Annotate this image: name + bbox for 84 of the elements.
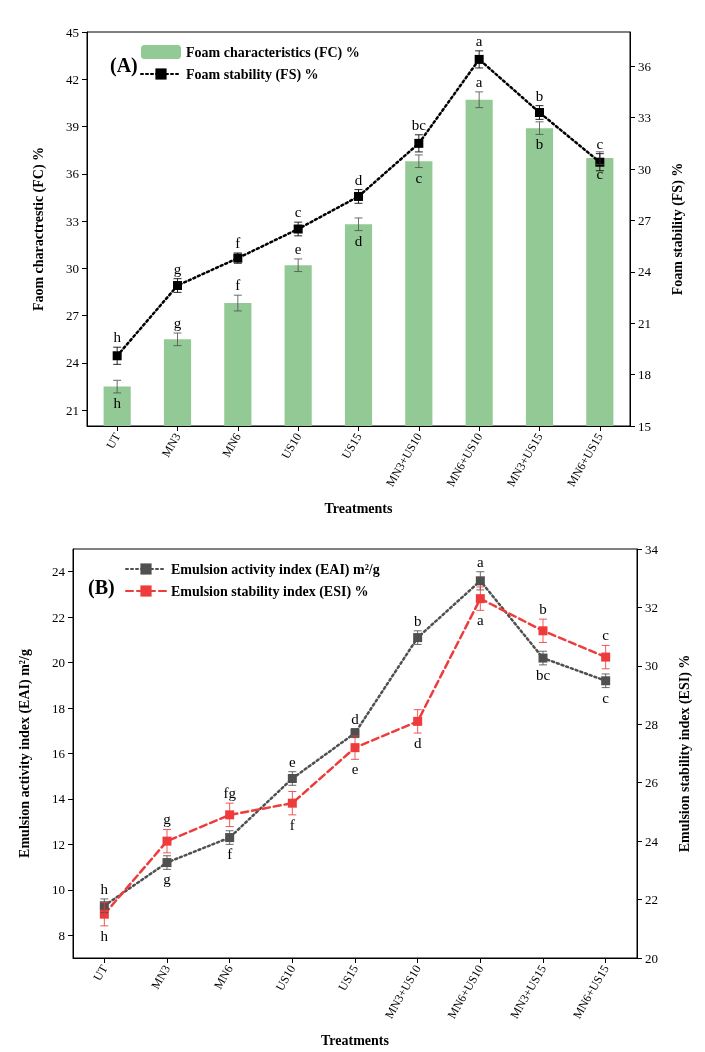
x-tick-label: UT <box>90 961 111 984</box>
annotation: g <box>173 315 182 332</box>
y2-tick-label: 27 <box>638 212 652 228</box>
y2-tick-label: 15 <box>638 418 651 434</box>
y-tick-label: 18 <box>52 700 65 716</box>
y2-tick-label: 36 <box>638 58 652 74</box>
y-tick-label: 39 <box>66 119 79 135</box>
y2-tick-label: 34 <box>645 541 659 557</box>
annotation: e <box>351 761 359 778</box>
annotation: g <box>173 260 182 277</box>
annotation: f <box>235 234 241 251</box>
annotation: h <box>113 394 122 411</box>
annotation: c <box>596 166 604 183</box>
annotation: b <box>535 136 544 153</box>
y-tick-label: 22 <box>52 609 65 625</box>
y-tick-label: 42 <box>66 71 79 87</box>
y-tick-label: 33 <box>66 213 79 229</box>
legend-label: Emulsion activity index (EAI) m²/g <box>171 561 380 578</box>
annotation: c <box>596 135 604 152</box>
y-tick-label: 24 <box>66 355 80 371</box>
y-tick-label: 14 <box>52 791 66 807</box>
annotation: d <box>413 735 422 752</box>
y-axis-title: Faom charactrestic (FC) % <box>30 146 47 312</box>
y2-tick-label: 20 <box>645 950 658 966</box>
y-tick-label: 45 <box>66 24 79 40</box>
legend-label: Foam stability (FS) % <box>186 66 319 83</box>
y2-tick-label: 28 <box>645 716 658 732</box>
y-axis-title: Emulsion activity index (EAI) m²/g <box>16 649 33 858</box>
y2-axis-title: Emulsion stability index (ESI) % <box>676 654 693 853</box>
annotation: b <box>535 87 544 104</box>
annotation: a <box>475 32 483 49</box>
y2-tick-label: 24 <box>645 833 659 849</box>
y-tick-label: 27 <box>66 308 80 324</box>
annotation: f <box>227 846 233 863</box>
y2-tick-label: 26 <box>645 775 659 791</box>
annotation: c <box>294 204 302 221</box>
annotation: c <box>415 169 423 186</box>
annotation: b <box>539 601 547 618</box>
annotation: b <box>413 612 422 629</box>
x-tick-label: UT <box>103 429 124 452</box>
annotation: fg <box>223 785 237 802</box>
y2-tick-label: 22 <box>645 892 658 908</box>
y-tick-label: 20 <box>52 655 65 671</box>
annotation: g <box>163 811 172 828</box>
x-axis-title: Treatments <box>324 500 393 516</box>
annotation: e <box>294 240 302 257</box>
y-tick-label: 8 <box>58 927 65 943</box>
text: (B) <box>88 576 115 599</box>
y2-tick-label: 32 <box>645 599 658 615</box>
annotation: g <box>163 871 172 888</box>
y-tick-label: 12 <box>52 836 65 852</box>
annotation: f <box>235 277 241 294</box>
text: (A) <box>110 54 138 77</box>
annotation: d <box>351 710 360 727</box>
annotation: d <box>354 232 363 249</box>
legend-label: Foam characteristics (FC) % <box>186 44 360 61</box>
y-tick-label: 10 <box>52 882 65 898</box>
annotation: a <box>477 553 484 570</box>
y2-tick-label: 33 <box>638 110 651 126</box>
annotation: h <box>100 880 109 897</box>
annotation: a <box>475 73 483 90</box>
annotation: h <box>100 927 109 944</box>
y2-axis-title: Foam stability (FS) % <box>669 162 686 296</box>
y2-tick-label: 24 <box>638 264 652 280</box>
x-axis-title: Treatments <box>321 1032 390 1048</box>
annotation: c <box>602 689 610 706</box>
annotation: c <box>602 627 610 644</box>
annotation: bc <box>535 666 551 683</box>
legend-label: Emulsion stability index (ESI) % <box>171 583 369 600</box>
y2-tick-label: 21 <box>638 315 651 331</box>
annotation: e <box>289 753 296 770</box>
y-tick-label: 36 <box>66 166 80 182</box>
annotation: bc <box>411 116 427 133</box>
annotation: a <box>477 612 484 629</box>
annotation: f <box>289 816 295 833</box>
y-tick-label: 16 <box>52 746 66 761</box>
y-tick-label: 24 <box>52 564 66 580</box>
y-tick-label: 21 <box>66 402 79 418</box>
y-tick-label: 30 <box>66 260 79 276</box>
y2-tick-label: 30 <box>645 658 658 674</box>
annotation: d <box>354 171 363 188</box>
y2-tick-label: 30 <box>638 161 651 177</box>
annotation: h <box>113 329 122 346</box>
y2-tick-label: 18 <box>638 367 651 383</box>
